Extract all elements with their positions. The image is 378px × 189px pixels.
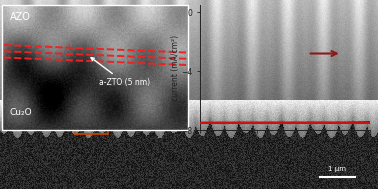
Text: a-ZTO (5 nm): a-ZTO (5 nm) <box>91 58 150 87</box>
Text: AZO: AZO <box>9 12 30 22</box>
Bar <box>75 99 108 134</box>
X-axis label: bias (V): bias (V) <box>269 148 301 157</box>
Text: 1 μm: 1 μm <box>328 166 347 172</box>
Y-axis label: current (mA/cm²): current (mA/cm²) <box>171 34 180 101</box>
Text: Cu₂O: Cu₂O <box>9 108 32 117</box>
